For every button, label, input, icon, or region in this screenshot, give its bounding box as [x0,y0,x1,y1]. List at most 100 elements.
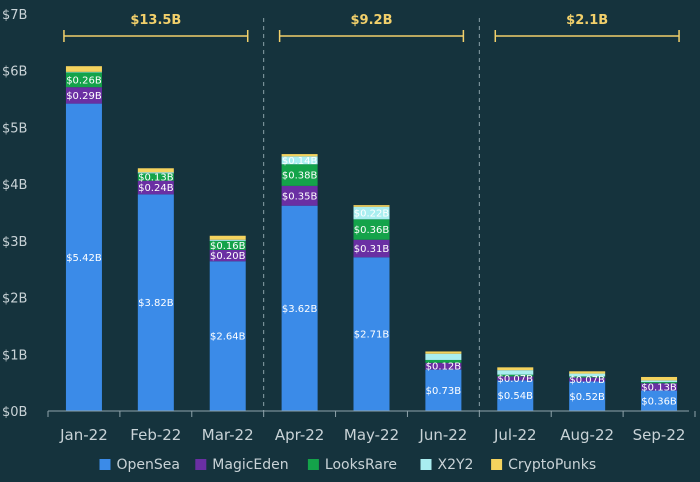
legend-item-magiceden: MagicEden [195,457,289,473]
legend: OpenSea MagicEden LooksRare X2Y2 CryptoPunks [99,457,596,473]
bar-segment-magiceden [209,249,246,262]
data-label: $0.24B [138,183,174,194]
data-label: $0.20B [210,251,246,262]
data-label: $0.54B [498,391,534,402]
data-label: $0.07B [498,374,534,385]
legend-label: X2Y2 [438,457,474,473]
bar-segment-x2y2 [209,239,246,241]
bar-segment-cryptopunks [569,371,606,374]
bar-segment-opensea [497,380,534,411]
bar-segment-x2y2 [569,373,606,377]
x-axis: Jan-22 Feb-22 Mar-22 Apr-22 May-22 Jun-22 Jul-… [47,410,696,444]
bar-segment-magiceden [497,376,534,381]
legend-item-opensea: OpenSea [99,457,180,473]
bar-segment-opensea [353,257,390,411]
bar-segment-looksrare [137,173,174,181]
x-tick-label: Jul-22 [493,426,537,444]
y-tick-label: $2B [2,292,27,307]
data-label: $0.13B [641,382,677,393]
data-label: $0.73B [426,386,462,397]
data-label: $0.12B [426,362,462,373]
y-tick-label: $6B [2,65,27,80]
legend-label: LooksRare [325,457,397,473]
data-label: $2.71B [354,330,390,341]
x-tick-label: Aug-22 [560,426,614,444]
quarter-dividers [263,18,480,411]
bars [65,66,678,411]
bar-segment-cryptopunks [137,168,174,173]
data-label: $0.14B [282,156,318,167]
legend-swatch [491,459,503,470]
y-tick-label: $4B [2,178,27,193]
legend-swatch [420,459,432,470]
bar-segment-magiceden [281,185,318,206]
bar-segment-opensea [137,194,174,411]
legend-label: CryptoPunks [508,457,596,473]
bar-segment-magiceden [137,180,174,195]
quarter-total-label: $13.5B [130,13,181,28]
bar-segment-looksrare [497,374,534,377]
y-axis: $0B $1B $2B $3B $4B $5B $6B $7B [2,8,27,420]
x-tick-label: Sep-22 [633,426,686,444]
bar-segment-cryptopunks [425,351,462,354]
legend-label: MagicEden [212,457,288,473]
x-tick-label: Mar-22 [202,426,254,444]
y-tick-label: $5B [2,121,27,136]
data-label: $0.22B [354,209,390,220]
bar-segment-looksrare [641,382,678,384]
data-label: $0.36B [641,396,677,407]
legend-swatch [307,459,319,470]
bar-segment-magiceden [641,383,678,391]
bar-segment-looksrare [281,164,318,186]
bar-segment-looksrare [353,219,390,240]
bar-segment-magiceden [425,362,462,370]
data-label: $3.82B [138,298,174,309]
bar-segment-x2y2 [353,206,390,220]
bar-segment-cryptopunks [65,66,102,72]
bar-segment-looksrare [425,359,462,363]
y-tick-label: $7B [2,8,27,23]
y-tick-label: $1B [2,348,27,363]
data-label: $0.29B [66,91,102,102]
data-label: $0.26B [66,75,102,86]
data-label: $2.64B [210,332,246,343]
quarter-brackets: $13.5B $9.2B $2.1B [63,13,680,42]
bar-segment-looksrare [569,376,606,378]
x-tick-label: Apr-22 [275,426,325,444]
x-tick-label: May-22 [344,426,399,444]
bar-segment-opensea [425,369,462,411]
data-label: $5.42B [66,253,102,264]
bar-segment-magiceden [65,87,102,104]
bar-segment-opensea [641,390,678,411]
bar-segment-cryptopunks [353,205,390,207]
x-tick-label: Jun-22 [418,426,467,444]
data-label: $0.16B [210,241,246,252]
y-tick-label: $0B [2,405,27,420]
bar-segment-opensea [569,381,606,411]
bar-segment-magiceden [353,239,390,258]
bar-segment-x2y2 [65,71,102,73]
legend-item-cryptopunks: CryptoPunks [491,457,596,473]
data-label: $0.13B [138,173,174,184]
quarter-total-label: $2.1B [566,13,608,28]
legend-swatch [99,459,111,470]
y-tick-label: $3B [2,235,27,250]
bar-segment-x2y2 [497,370,534,375]
legend-item-looksrare: LooksRare [307,457,397,473]
data-label: $3.62B [282,304,318,315]
bar-segment-looksrare [65,72,102,88]
legend-swatch [195,459,207,470]
bar-segment-x2y2 [281,156,318,165]
legend-label: OpenSea [117,457,180,473]
bar-segment-opensea [209,261,246,411]
bar-segment-cryptopunks [641,376,678,381]
data-label: $0.52B [569,392,605,403]
data-label: $0.35B [282,191,318,202]
quarter-total-label: $9.2B [351,13,393,28]
legend-item-x2y2: X2Y2 [420,457,474,473]
data-label: $0.38B [282,171,318,182]
bar-segment-cryptopunks [497,367,534,371]
x-tick-label: Feb-22 [130,426,181,444]
bar-segment-magiceden [569,377,606,382]
